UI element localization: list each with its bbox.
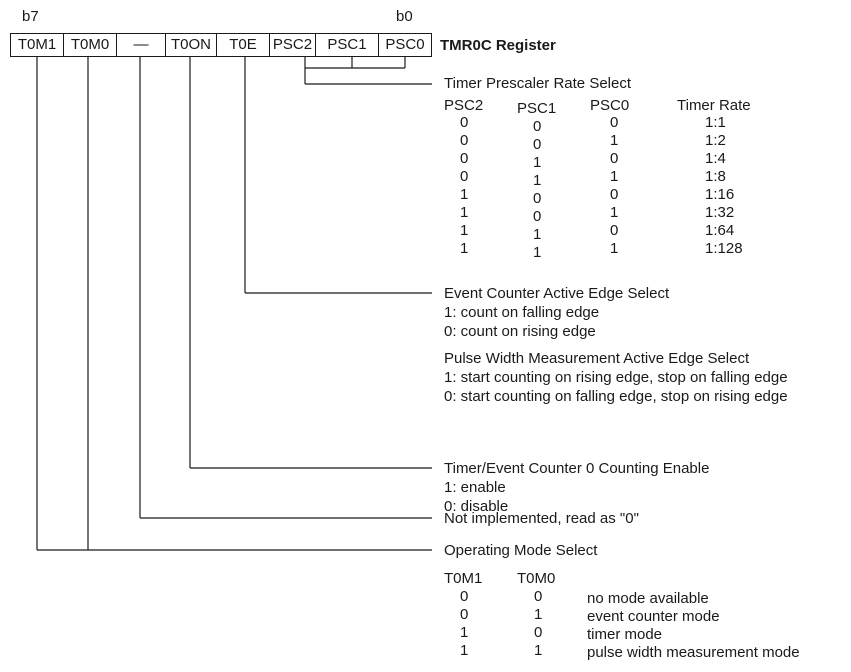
mode-cell: 0	[460, 588, 469, 605]
prescaler-cell: 1	[460, 222, 469, 239]
lsb-label: b0	[396, 8, 413, 25]
edge-title: Event Counter Active Edge Select	[444, 285, 670, 302]
prescaler-cell: 1	[460, 186, 469, 203]
prescaler-cell: 0	[610, 114, 619, 131]
prescaler-cell: 0	[610, 150, 619, 167]
prescaler-cell: 1	[533, 154, 542, 171]
prescaler-cell: 1:32	[705, 204, 735, 221]
bit-psc1: PSC1	[315, 33, 379, 57]
bit-t0e: T0E	[216, 33, 270, 57]
mode-cell: 1	[460, 624, 469, 641]
edge-line-1: 1: count on falling edge	[444, 304, 600, 321]
prescaler-cell: 0	[460, 150, 469, 167]
bit-unused: —	[116, 33, 166, 57]
prescaler-header-psc0: PSC0	[590, 97, 630, 114]
mode-cell: no mode available	[587, 590, 709, 607]
prescaler-cell: 1:128	[705, 240, 743, 257]
mode-cell: 0	[534, 588, 543, 605]
mode-cell: timer mode	[587, 626, 663, 643]
prescaler-cell: 0	[610, 222, 619, 239]
mode-cell: pulse width measurement mode	[587, 644, 800, 661]
mode-header-t0m0: T0M0	[517, 570, 556, 587]
prescaler-cell: 0	[460, 132, 469, 149]
prescaler-header-psc2: PSC2	[444, 97, 484, 114]
prescaler-cell: 1	[533, 226, 542, 243]
prescaler-cell: 1:16	[705, 186, 735, 203]
prescaler-cell: 1:2	[705, 132, 726, 149]
prescaler-cell: 1	[460, 204, 469, 221]
bit-t0m0: T0M0	[63, 33, 117, 57]
mode-title: Operating Mode Select	[444, 542, 598, 559]
prescaler-cell: 1	[533, 172, 542, 189]
prescaler-cell: 1	[610, 204, 619, 221]
edge-line-2: 0: count on rising edge	[444, 323, 596, 340]
prescaler-cell: 0	[460, 114, 469, 131]
enable-line-2: 0: disable	[444, 498, 509, 515]
prescaler-cell: 1:64	[705, 222, 735, 239]
prescaler-cell: 1	[460, 240, 469, 257]
mode-cell: 0	[460, 606, 469, 623]
prescaler-cell: 1:1	[705, 114, 726, 131]
enable-line-1: 1: enable	[444, 479, 506, 496]
pw-line-2: 0: start counting on falling edge, stop …	[444, 388, 788, 405]
bit-psc0: PSC0	[378, 33, 432, 57]
unimplemented-text: Not implemented, read as "0"	[444, 510, 639, 527]
prescaler-cell: 1	[533, 244, 542, 261]
prescaler-cell: 1	[610, 240, 619, 257]
msb-label: b7	[22, 8, 39, 25]
mode-cell: 1	[534, 606, 543, 623]
prescaler-title: Timer Prescaler Rate Select	[444, 75, 632, 92]
mode-header-t0m1: T0M1	[444, 570, 483, 587]
register-title: TMR0C Register	[440, 37, 556, 54]
mode-cell: 1	[460, 642, 469, 659]
bit-t0on: T0ON	[165, 33, 217, 57]
prescaler-cell: 0	[533, 190, 542, 207]
prescaler-cell: 0	[533, 136, 542, 153]
prescaler-cell: 0	[610, 186, 619, 203]
prescaler-cell: 0	[533, 208, 542, 225]
enable-title: Timer/Event Counter 0 Counting Enable	[444, 460, 710, 477]
prescaler-header-rate: Timer Rate	[677, 97, 751, 114]
mode-cell: 0	[534, 624, 543, 641]
prescaler-cell: 1:4	[705, 150, 726, 167]
prescaler-cell: 1:8	[705, 168, 726, 185]
prescaler-cell: 0	[533, 118, 542, 135]
bit-psc2: PSC2	[269, 33, 316, 57]
prescaler-header-psc1: PSC1	[517, 100, 557, 117]
mode-cell: event counter mode	[587, 608, 720, 625]
bit-t0m1: T0M1	[10, 33, 64, 57]
prescaler-cell: 1	[610, 168, 619, 185]
mode-cell: 1	[534, 642, 543, 659]
prescaler-cell: 1	[610, 132, 619, 149]
pw-line-1: 1: start counting on rising edge, stop o…	[444, 369, 788, 386]
pw-title: Pulse Width Measurement Active Edge Sele…	[444, 350, 750, 367]
prescaler-cell: 0	[460, 168, 469, 185]
